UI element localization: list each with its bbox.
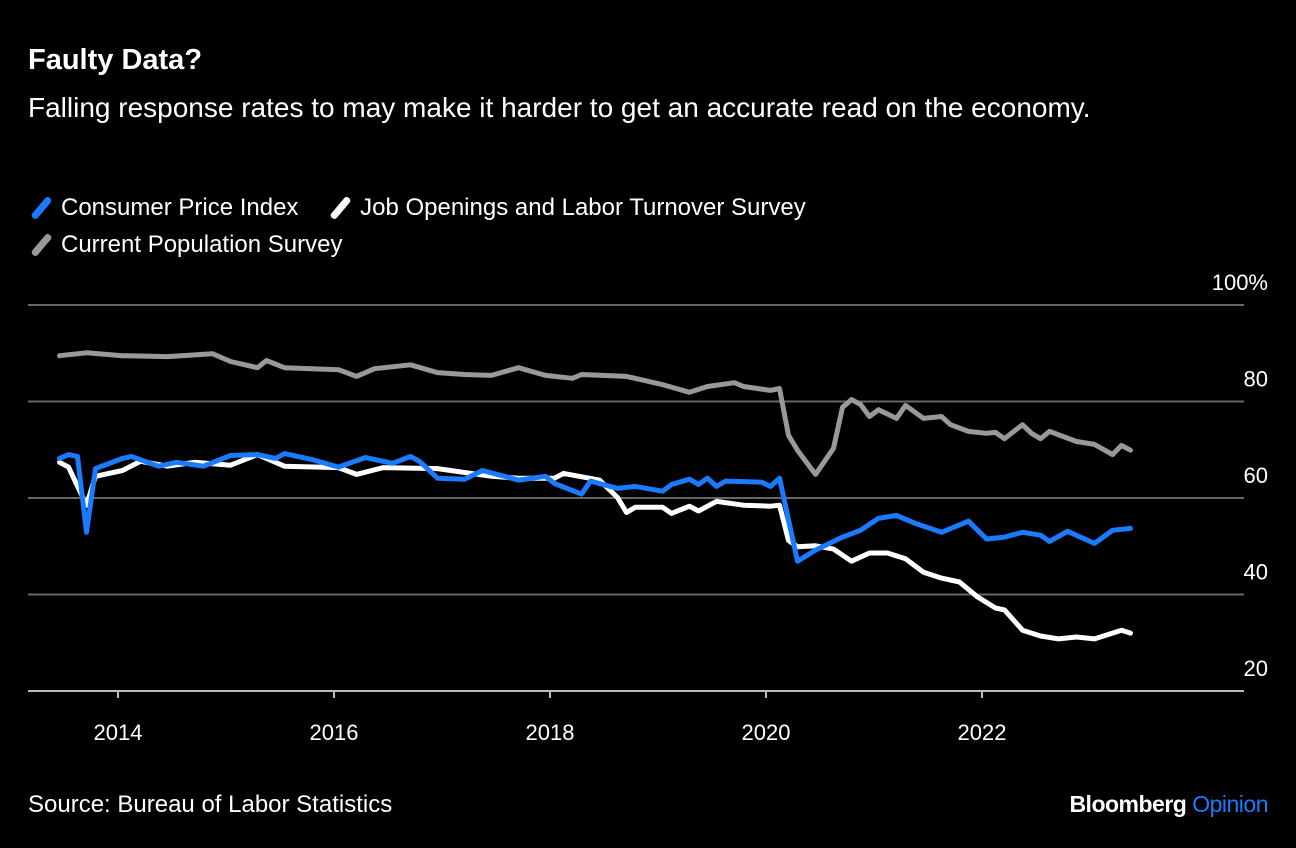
chart-title: Faulty Data? (28, 44, 203, 76)
x-tick-label: 2022 (958, 720, 1007, 745)
series-line-jolts (57, 452, 1133, 642)
legend-label-jolts: Job Openings and Labor Turnover Survey (360, 193, 806, 221)
logo-brand: Bloomberg (1069, 791, 1187, 817)
legend-item-cps: Current Population Survey (28, 228, 342, 263)
y-tick-label: 20 (1244, 656, 1268, 681)
x-tick-label: 2016 (310, 720, 359, 745)
series-line-cps (57, 350, 1133, 477)
bloomberg-opinion-logo: Bloomberg Opinion (1069, 791, 1268, 818)
series-line-cpi (57, 451, 1133, 564)
logo-section: Opinion (1192, 791, 1268, 817)
y-tick-label: 80 (1244, 367, 1268, 392)
x-tick-label: 2020 (742, 720, 791, 745)
source-note: Source: Bureau of Labor Statistics (28, 791, 393, 818)
x-tick-label: 2014 (94, 720, 143, 745)
legend: Consumer Price Index Job Openings and La… (28, 190, 1028, 265)
legend-item-cpi: Consumer Price Index (28, 190, 298, 225)
legend-label-cps: Current Population Survey (61, 231, 343, 258)
y-tick-label: 40 (1244, 560, 1268, 585)
x-tick-label: 2018 (526, 720, 575, 745)
chart-subtitle: Falling response rates to may make it ha… (28, 92, 1091, 123)
legend-item-jolts: Job Openings and Labor Turnover Survey (327, 190, 806, 225)
legend-label-cpi: Consumer Price Index (61, 193, 299, 221)
y-tick-label: 100% (1212, 270, 1268, 295)
y-tick-label: 60 (1244, 463, 1268, 488)
